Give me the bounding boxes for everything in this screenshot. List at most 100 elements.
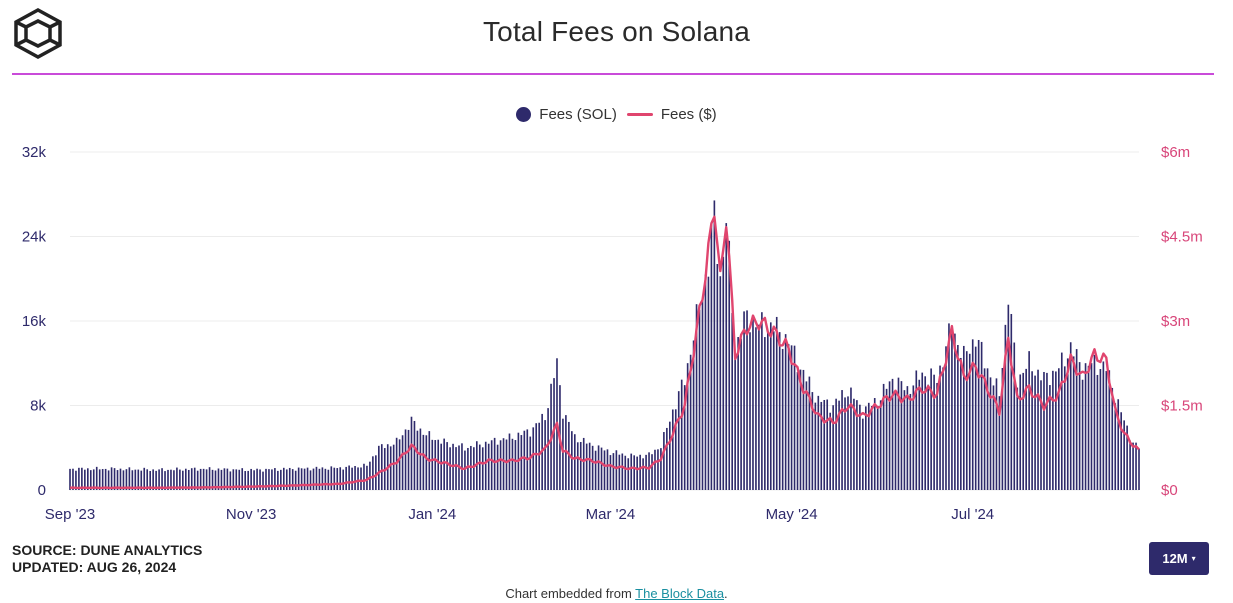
sol-bar xyxy=(639,454,641,490)
right-tick-label: $6m xyxy=(1161,144,1190,161)
sol-bar xyxy=(250,468,252,490)
sol-bar xyxy=(514,440,517,490)
sol-bar xyxy=(182,470,184,490)
x-tick-label: May '24 xyxy=(766,506,818,523)
sol-bar xyxy=(1019,374,1022,490)
sol-bar xyxy=(149,470,151,490)
right-tick-label: $4.5m xyxy=(1161,229,1203,246)
time-range-button[interactable]: 12M ▾ xyxy=(1149,542,1209,575)
sol-bar xyxy=(1055,371,1057,490)
sol-bar xyxy=(235,469,238,490)
sol-bar xyxy=(609,455,612,490)
sol-bar xyxy=(285,469,288,490)
sol-bar xyxy=(734,352,736,490)
sol-bar xyxy=(407,429,410,490)
sol-bar xyxy=(645,454,647,490)
sol-bar xyxy=(282,467,285,490)
sol-bar xyxy=(903,390,906,490)
x-tick-label: Jan '24 xyxy=(408,506,456,523)
legend-label-sol: Fees (SOL) xyxy=(539,106,617,123)
sol-bar xyxy=(164,471,166,490)
sol-bar xyxy=(303,468,306,490)
sol-bar xyxy=(636,456,638,490)
sol-bar xyxy=(657,449,659,490)
sol-bar xyxy=(1111,387,1114,490)
sol-bar xyxy=(1034,375,1036,490)
sol-bar xyxy=(1058,368,1060,490)
sol-bar xyxy=(867,402,870,490)
sol-bar xyxy=(621,453,624,490)
sol-bar xyxy=(826,399,829,490)
sol-bar xyxy=(594,450,597,490)
sol-bar xyxy=(143,467,146,490)
sol-bar xyxy=(467,447,469,490)
sol-bar xyxy=(698,309,701,490)
left-tick-label: 24k xyxy=(22,229,47,246)
usd-line xyxy=(69,215,1140,490)
sol-bar xyxy=(989,377,992,490)
sol-bar xyxy=(829,412,831,490)
sol-bar xyxy=(588,442,591,490)
sol-bar xyxy=(853,398,855,490)
sol-bar xyxy=(1010,313,1013,490)
sol-bar xyxy=(416,430,419,490)
right-tick-label: $1.5m xyxy=(1161,398,1203,415)
sol-bar xyxy=(802,369,805,490)
sol-bar xyxy=(1040,380,1042,490)
sol-bar xyxy=(161,468,163,490)
sol-bar xyxy=(487,443,490,490)
sol-bar xyxy=(220,469,223,490)
sol-bar xyxy=(784,334,787,490)
sol-bar xyxy=(832,405,834,490)
sol-bar xyxy=(710,223,713,490)
sol-bar xyxy=(579,442,582,490)
sol-bar xyxy=(755,327,757,490)
sol-bar xyxy=(983,368,986,490)
sol-bar xyxy=(327,469,330,490)
sol-bar xyxy=(1025,368,1027,490)
sol-bar xyxy=(434,440,437,490)
sol-bar xyxy=(663,432,665,490)
sol-bar xyxy=(330,466,333,490)
sol-bar xyxy=(666,427,668,490)
sol-bar xyxy=(167,469,169,490)
sol-bar xyxy=(146,469,149,490)
sol-bar xyxy=(401,435,404,490)
sol-bar xyxy=(490,440,493,490)
the-block-logo-icon[interactable] xyxy=(12,7,64,59)
sol-bar xyxy=(986,368,989,490)
the-block-data-link[interactable]: The Block Data xyxy=(635,586,725,601)
legend-item-usd[interactable]: Fees ($) xyxy=(626,106,717,123)
sol-bar xyxy=(775,316,778,490)
sol-bar xyxy=(669,421,671,490)
sol-bar xyxy=(585,443,588,490)
chevron-down-icon: ▾ xyxy=(1191,554,1196,563)
sol-bar xyxy=(508,433,511,490)
sol-bar xyxy=(796,372,799,490)
sol-bar xyxy=(612,453,615,490)
sol-bar xyxy=(870,406,873,490)
sol-bar xyxy=(740,338,742,490)
fees-chart: 0 8k 16k 24k 32k $0 $1.5m $3m $4.5m $6m Sep '23 N… xyxy=(22,144,1203,523)
sol-bar xyxy=(425,435,428,490)
sol-bar xyxy=(651,454,653,490)
sol-bar xyxy=(865,406,867,490)
sol-bar xyxy=(957,345,959,490)
sol-bar xyxy=(977,339,980,490)
sol-bar xyxy=(1004,324,1007,490)
sol-bar xyxy=(208,467,211,490)
sol-bar xyxy=(799,369,802,490)
sol-bar xyxy=(176,467,178,490)
sol-bar xyxy=(277,470,279,490)
sol-bar xyxy=(814,402,817,490)
sol-bar xyxy=(942,367,944,490)
sol-bar xyxy=(360,467,362,490)
sol-bar xyxy=(256,468,258,490)
legend-item-sol[interactable]: Fees (SOL) xyxy=(516,106,617,123)
sol-bar xyxy=(912,385,915,490)
sol-bar xyxy=(389,446,392,490)
sol-bar xyxy=(1060,352,1063,490)
left-tick-label: 16k xyxy=(22,313,47,330)
sol-bar xyxy=(764,337,766,490)
embed-prefix: Chart embedded from xyxy=(505,586,636,601)
